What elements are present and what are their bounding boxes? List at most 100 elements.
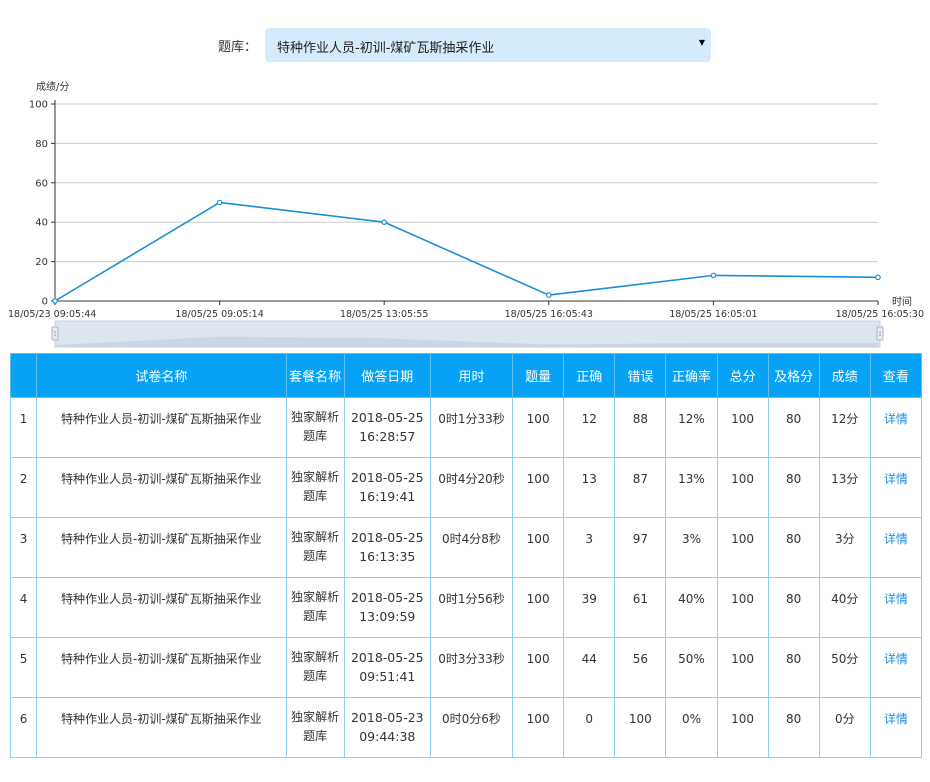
chart-grid — [55, 103, 878, 263]
time-used: 0时4分8秒 — [429, 517, 514, 578]
accuracy: 40% — [665, 577, 718, 638]
answer-date: 2018-05-25 16:28:57 — [343, 397, 431, 458]
question-count: 100 — [512, 577, 565, 638]
correct-count: 44 — [563, 637, 616, 698]
total-score: 100 — [716, 397, 769, 458]
view-cell: 详情 — [869, 397, 923, 458]
package-name: 独家解析 题库 — [285, 397, 345, 458]
table-row: 1 特种作业人员-初训-煤矿瓦斯抽采作业 独家解析 题库 2018-05-25 16:28… — [9, 397, 923, 458]
accuracy: 50% — [665, 637, 718, 698]
question-count: 100 — [512, 637, 565, 698]
package-name-line2: 题库 — [303, 429, 328, 443]
accuracy: 0% — [665, 697, 718, 758]
answer-date: 2018-05-25 16:19:41 — [343, 457, 431, 518]
chart-axes: 0 20 40 60 80 100 18/05/23 09:05:44 18/05/25 09… — [8, 100, 924, 321]
question-bank-selected-value: 特种作业人员-初训-煤矿瓦斯抽采作业 — [277, 41, 495, 56]
x-tick-label: 18/05/25 16:05:43 — [505, 309, 593, 320]
row-index: 2 — [9, 457, 38, 518]
y-tick-label: 40 — [35, 218, 48, 229]
view-cell: 详情 — [869, 457, 923, 518]
answer-date-day: 2018-05-25 — [350, 410, 424, 425]
accuracy: 13% — [665, 457, 718, 518]
detail-link[interactable]: 详情 — [883, 412, 908, 426]
detail-link[interactable]: 详情 — [883, 472, 908, 486]
question-count: 100 — [512, 517, 565, 578]
score-data-point[interactable] — [52, 298, 58, 304]
x-axis-title: 时间 — [892, 295, 912, 308]
y-tick-label: 20 — [35, 257, 48, 268]
x-tick-label: 18/05/23 09:05:44 — [8, 309, 96, 320]
package-name-line2: 题库 — [303, 489, 328, 503]
wrong-count: 97 — [614, 517, 667, 578]
col-header-score: 成绩 — [818, 353, 871, 398]
score-trend-chart: 成绩/分 时间 0 20 40 60 80 100 18/05/23 09:05:44 18/… — [8, 80, 924, 348]
zoom-handle-left[interactable] — [51, 326, 59, 341]
score-data-point[interactable] — [545, 292, 552, 298]
wrong-count: 88 — [614, 397, 667, 458]
view-cell: 详情 — [869, 697, 923, 758]
package-name: 独家解析 题库 — [285, 577, 345, 638]
correct-count: 0 — [563, 697, 616, 758]
y-tick-label: 100 — [29, 100, 48, 111]
answer-date-day: 2018-05-23 — [350, 710, 424, 725]
detail-link[interactable]: 详情 — [883, 652, 908, 666]
answer-date-time: 09:44:38 — [359, 729, 416, 744]
col-header-wrong-count: 错误 — [614, 353, 667, 398]
correct-count: 13 — [563, 457, 616, 518]
answer-date-day: 2018-05-25 — [350, 650, 424, 665]
score-data-point[interactable] — [710, 272, 717, 279]
col-header-paper-name: 试卷名称 — [36, 353, 287, 398]
total-score: 100 — [716, 697, 769, 758]
x-tick-label: 18/05/25 16:05:01 — [669, 309, 757, 320]
col-header-view: 查看 — [869, 353, 923, 398]
exam-results-table: 试卷名称 套餐名称 做答日期 用时 题量 正确 错误 正确率 总分 及格分 成绩 查看 1 特种作业人员… — [9, 353, 923, 758]
question-count: 100 — [512, 457, 565, 518]
question-bank-select[interactable]: 特种作业人员-初训-煤矿瓦斯抽采作业 ▼ — [265, 28, 711, 62]
total-score: 100 — [716, 637, 769, 698]
package-name: 独家解析 题库 — [285, 517, 345, 578]
time-used: 0时4分20秒 — [429, 457, 514, 518]
accuracy: 3% — [665, 517, 718, 578]
col-header-time-used: 用时 — [429, 353, 514, 398]
zoom-handle-right[interactable] — [876, 326, 884, 341]
paper-name: 特种作业人员-初训-煤矿瓦斯抽采作业 — [36, 637, 287, 698]
x-tick-label: 18/05/25 09:05:14 — [175, 309, 263, 320]
pass-score: 80 — [767, 517, 820, 578]
pass-score: 80 — [767, 397, 820, 458]
answer-date-day: 2018-05-25 — [350, 470, 424, 485]
answer-date: 2018-05-25 09:51:41 — [343, 637, 431, 698]
time-used: 0时0分6秒 — [429, 697, 514, 758]
package-name-line1: 独家解析 — [291, 710, 340, 724]
col-header-correct-count: 正确 — [563, 353, 616, 398]
package-name-line1: 独家解析 — [291, 590, 340, 604]
detail-link[interactable]: 详情 — [883, 712, 908, 726]
table-body: 1 特种作业人员-初训-煤矿瓦斯抽采作业 独家解析 题库 2018-05-25 16:28… — [9, 397, 923, 758]
score-data-point[interactable] — [381, 219, 388, 226]
wrong-count: 56 — [614, 637, 667, 698]
score: 12分 — [818, 397, 871, 458]
chart-zoom-slider[interactable] — [51, 320, 884, 348]
answer-date: 2018-05-25 13:09:59 — [343, 577, 431, 638]
total-score: 100 — [716, 517, 769, 578]
score: 13分 — [818, 457, 871, 518]
pass-score: 80 — [767, 457, 820, 518]
time-used: 0时1分33秒 — [429, 397, 514, 458]
col-header-accuracy: 正确率 — [665, 353, 718, 398]
correct-count: 12 — [563, 397, 616, 458]
answer-date-time: 16:13:35 — [359, 549, 416, 564]
table-row: 3 特种作业人员-初训-煤矿瓦斯抽采作业 独家解析 题库 2018-05-25 16:13… — [9, 517, 923, 578]
chart-series — [52, 199, 881, 304]
correct-count: 3 — [563, 517, 616, 578]
y-tick-label: 0 — [42, 297, 48, 308]
score-data-point[interactable] — [875, 274, 881, 281]
y-tick-label: 80 — [35, 139, 48, 150]
question-count: 100 — [512, 697, 565, 758]
detail-link[interactable]: 详情 — [883, 592, 908, 606]
paper-name: 特种作业人员-初训-煤矿瓦斯抽采作业 — [36, 397, 287, 458]
answer-date: 2018-05-25 16:13:35 — [343, 517, 431, 578]
detail-link[interactable]: 详情 — [883, 532, 908, 546]
total-score: 100 — [716, 577, 769, 638]
score-data-point[interactable] — [216, 199, 223, 206]
col-header-package-name: 套餐名称 — [285, 353, 345, 398]
answer-date-time: 16:28:57 — [359, 429, 416, 444]
